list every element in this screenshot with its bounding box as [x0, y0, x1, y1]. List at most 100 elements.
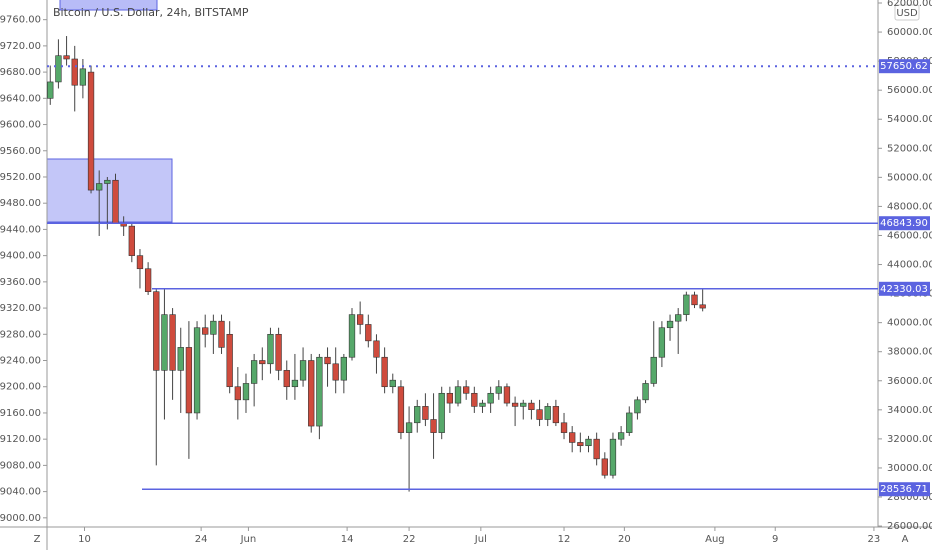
y2-tick-label: 48000.00 — [887, 201, 932, 212]
candle-body — [242, 383, 250, 401]
candle-body — [585, 438, 592, 447]
candle-body — [63, 55, 70, 60]
y-tick-label: 9520.00 — [0, 172, 41, 183]
candle-body — [422, 406, 429, 420]
candle-body — [47, 81, 54, 99]
candle-body — [495, 386, 502, 394]
candle-body — [634, 399, 641, 414]
y-tick-label: 9440.00 — [0, 224, 41, 235]
y2-tick-label: 62000.00 — [887, 0, 932, 9]
x-tick-label: 14 — [341, 534, 354, 545]
level-label-box — [879, 59, 930, 74]
y-tick-label: 9240.00 — [0, 356, 41, 367]
x-tick-label: 12 — [558, 534, 571, 545]
candle-body — [446, 392, 454, 404]
candle-body — [136, 255, 144, 270]
candle-body — [104, 179, 111, 184]
x-tick-label: Aug — [705, 534, 725, 545]
candle-body — [397, 386, 405, 433]
candle-body — [626, 412, 633, 433]
candle-body — [96, 183, 103, 191]
y2-tick-label: 36000.00 — [887, 376, 932, 387]
candle-body — [511, 402, 519, 407]
y2-tick-label: 34000.00 — [887, 405, 932, 416]
x-tick-label: 9 — [772, 534, 778, 545]
candle-body — [666, 320, 674, 329]
candle-body — [650, 356, 657, 384]
currency[interactable]: USD — [896, 8, 918, 19]
candle-body — [373, 340, 380, 358]
candle-body — [55, 55, 62, 83]
button[interactable]: A — [902, 534, 909, 545]
candle-body — [226, 333, 233, 388]
candle-body — [332, 363, 339, 381]
level-label-box — [879, 216, 930, 231]
x-tick-label: 22 — [403, 534, 416, 545]
y-tick-label: 9640.00 — [0, 93, 41, 104]
x-tick-label: 23 — [868, 534, 881, 545]
candle-body — [675, 314, 682, 322]
button[interactable]: Z — [34, 534, 41, 545]
y2-tick-label: 46000.00 — [887, 230, 932, 241]
candle-body — [609, 438, 617, 476]
y-tick-label: 9320.00 — [0, 303, 41, 314]
y-tick-label: 9600.00 — [0, 120, 41, 131]
candle-body — [438, 392, 445, 433]
y-tick-label: 9040.00 — [0, 487, 41, 498]
candle-body — [185, 347, 193, 414]
candle-body — [193, 327, 201, 414]
candle-body — [487, 392, 494, 404]
candle-body — [356, 314, 364, 325]
candle-body — [316, 356, 323, 427]
candle-body — [454, 386, 462, 404]
y2-tick-label: 60000.00 — [887, 27, 932, 38]
candle-body — [79, 68, 87, 86]
candle-body — [430, 419, 437, 433]
candle-body — [577, 442, 584, 447]
x-tick-label: 20 — [618, 534, 631, 545]
y-tick-label: 9280.00 — [0, 329, 41, 340]
y-tick-label: 9480.00 — [0, 198, 41, 209]
candle-body — [234, 386, 241, 401]
candle-body — [275, 333, 282, 371]
candle-body — [520, 402, 527, 407]
y2-tick-label: 26000.00 — [887, 521, 932, 532]
candle-body — [463, 386, 470, 394]
candle-body — [210, 320, 217, 335]
currency-box[interactable] — [894, 4, 920, 21]
candle-body — [308, 360, 315, 427]
candle-body — [569, 432, 576, 443]
candle-body — [658, 327, 666, 358]
candle-body — [153, 291, 160, 371]
y-tick-label: 9680.00 — [0, 67, 41, 78]
candle-body — [324, 356, 331, 365]
candle-body — [479, 402, 486, 407]
candle-body — [552, 406, 560, 424]
candle-body — [112, 179, 119, 224]
candle-body — [471, 392, 478, 407]
y2-tick-label: 32000.00 — [887, 434, 932, 445]
y2-tick-label: 50000.00 — [887, 172, 932, 183]
y-tick-label: 9160.00 — [0, 408, 41, 419]
candle-body — [299, 360, 307, 381]
level-label: 57650.62 — [880, 61, 928, 72]
candle-body — [601, 458, 608, 476]
candle-body — [389, 379, 396, 388]
drawn-box — [59, 0, 158, 11]
x-tick-label: Jun — [240, 534, 257, 545]
x-tick-label: Jul — [474, 534, 487, 545]
candle-body — [128, 225, 135, 256]
candle-body — [593, 438, 600, 460]
candle-body — [259, 360, 266, 365]
candle-body — [683, 294, 690, 315]
drawn-box — [46, 158, 173, 223]
candle-body — [544, 406, 551, 420]
candle-body — [71, 58, 78, 86]
y2-tick-label: 40000.00 — [887, 318, 932, 329]
y2-tick-label: 30000.00 — [887, 463, 932, 474]
y-tick-label: 9760.00 — [0, 15, 41, 26]
candle-body — [699, 304, 706, 309]
candle-body — [536, 409, 543, 420]
y-tick-label: 9000.00 — [0, 513, 41, 524]
y-tick-label: 9120.00 — [0, 434, 41, 445]
